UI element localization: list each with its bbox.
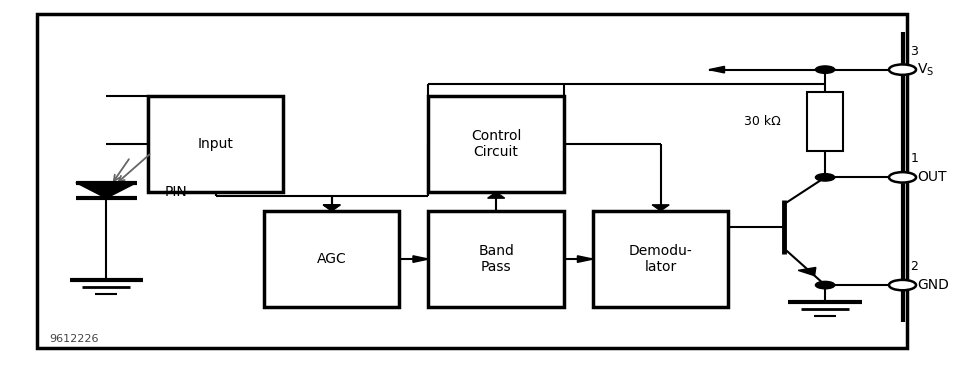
Bar (264, 211, 400, 307)
Circle shape (815, 281, 835, 289)
Polygon shape (798, 267, 815, 276)
Text: 9612226: 9612226 (50, 334, 98, 344)
Text: Input: Input (198, 137, 234, 151)
Text: Control
Circuit: Control Circuit (471, 129, 522, 159)
Polygon shape (652, 205, 669, 211)
Polygon shape (323, 205, 341, 211)
Polygon shape (323, 205, 341, 211)
Bar (593, 211, 729, 307)
Bar (428, 211, 564, 307)
Circle shape (815, 66, 835, 74)
Text: 1: 1 (910, 152, 919, 165)
Text: PIN: PIN (164, 185, 187, 199)
Text: 3: 3 (910, 44, 919, 58)
Text: Demodu-
lator: Demodu- lator (629, 244, 693, 274)
Polygon shape (577, 256, 593, 262)
Polygon shape (709, 66, 725, 73)
Text: Band
Pass: Band Pass (479, 244, 514, 274)
Text: OUT: OUT (917, 170, 947, 184)
Bar (428, 96, 564, 192)
Text: 2: 2 (910, 260, 919, 273)
Polygon shape (487, 192, 505, 198)
Polygon shape (76, 182, 137, 198)
Circle shape (889, 280, 916, 290)
Polygon shape (413, 256, 428, 262)
Text: 30 kΩ: 30 kΩ (743, 115, 780, 128)
Circle shape (815, 174, 835, 181)
Bar (807, 92, 844, 151)
Text: V$_\mathregular{S}$: V$_\mathregular{S}$ (917, 61, 934, 78)
Bar (148, 96, 283, 192)
Circle shape (889, 172, 916, 182)
Text: GND: GND (917, 278, 949, 292)
Circle shape (889, 64, 916, 75)
Text: AGC: AGC (317, 252, 346, 266)
